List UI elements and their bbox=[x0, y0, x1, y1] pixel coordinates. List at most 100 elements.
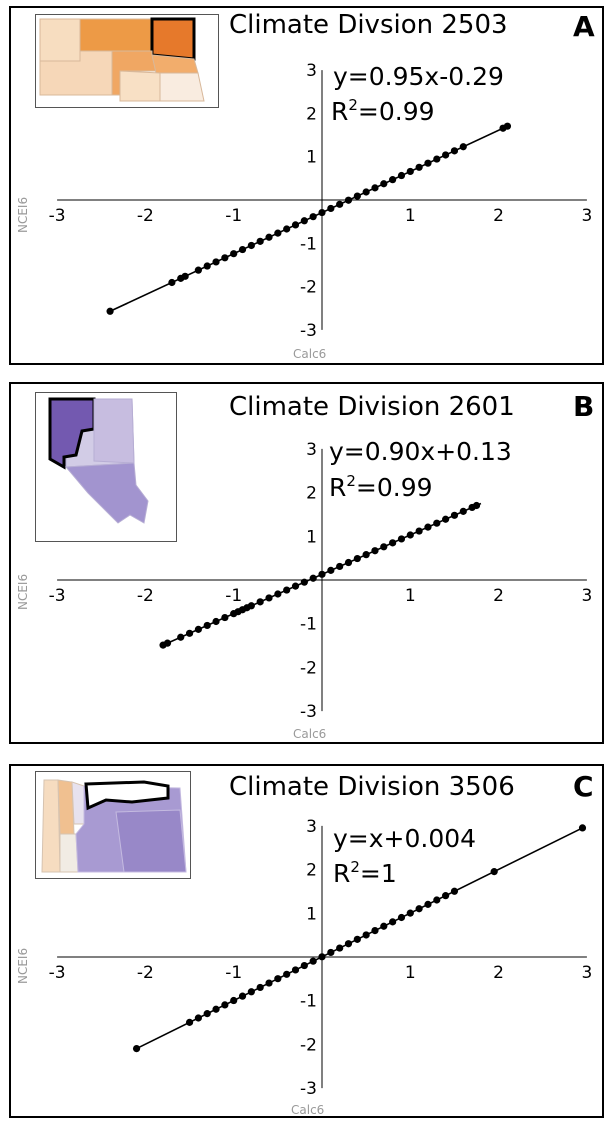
r-squared: R2=0.99 bbox=[331, 96, 435, 126]
y-tick-label: -3 bbox=[300, 321, 317, 341]
data-point bbox=[433, 155, 441, 163]
data-point bbox=[344, 196, 353, 204]
x-tick-label: -1 bbox=[225, 963, 242, 983]
data-point bbox=[433, 896, 441, 904]
r-squared-superscript: 2 bbox=[348, 96, 358, 114]
data-point bbox=[344, 940, 353, 948]
data-point bbox=[442, 515, 450, 523]
data-point bbox=[203, 1010, 211, 1018]
r-squared-superscript: 2 bbox=[350, 858, 360, 876]
x-tick-label: -3 bbox=[49, 963, 66, 983]
data-point bbox=[380, 543, 388, 551]
data-point bbox=[221, 254, 229, 262]
oregon-map-icon bbox=[41, 779, 187, 873]
data-point bbox=[194, 625, 202, 633]
y-tick-label: 3 bbox=[306, 61, 317, 81]
data-point bbox=[300, 961, 308, 970]
y-tick-label: -2 bbox=[300, 1035, 317, 1055]
x-tick-label: 1 bbox=[405, 206, 416, 226]
data-point bbox=[433, 519, 441, 527]
y-tick-label: -2 bbox=[300, 658, 317, 678]
data-point bbox=[459, 143, 467, 151]
data-point bbox=[353, 935, 361, 943]
data-point bbox=[415, 527, 423, 535]
regression-line bbox=[109, 125, 508, 313]
x-tick-label: 2 bbox=[493, 206, 504, 226]
data-point bbox=[230, 250, 238, 258]
data-point bbox=[221, 613, 229, 622]
data-point bbox=[212, 1005, 220, 1013]
x-tick-label: -2 bbox=[137, 963, 154, 983]
data-point bbox=[318, 953, 326, 961]
fit-equation: y=x+0.004 bbox=[333, 824, 477, 853]
data-point bbox=[406, 531, 414, 539]
data-point bbox=[168, 278, 176, 287]
x-axis-label: Calc6 bbox=[293, 727, 327, 741]
data-point bbox=[362, 551, 370, 559]
data-point bbox=[256, 598, 264, 606]
data-point bbox=[336, 200, 344, 208]
data-point bbox=[247, 988, 255, 996]
data-point bbox=[406, 167, 414, 176]
data-point bbox=[106, 307, 114, 315]
data-point bbox=[132, 1044, 141, 1053]
data-point bbox=[415, 163, 423, 171]
y-tick-label: 1 bbox=[306, 148, 317, 168]
scatter-plot: -3 -2 -1 1 2 3 3 2 1 -1 -2 -3 bbox=[49, 440, 593, 722]
data-point bbox=[256, 983, 264, 992]
inset-map-oregon bbox=[35, 771, 191, 879]
data-point bbox=[291, 966, 300, 974]
y-tick-label: 1 bbox=[306, 527, 317, 547]
data-point bbox=[318, 570, 326, 578]
chart-title: Climate Divsion 2503 bbox=[229, 10, 508, 40]
y-tick-label: 2 bbox=[306, 861, 317, 881]
data-point bbox=[283, 586, 291, 594]
r-squared-value: =1 bbox=[359, 859, 397, 888]
data-point bbox=[283, 970, 291, 978]
data-point bbox=[291, 582, 300, 590]
data-point bbox=[181, 272, 189, 280]
data-point bbox=[309, 957, 317, 965]
data-point bbox=[406, 909, 414, 917]
y-tick-label: 2 bbox=[306, 104, 317, 124]
data-point bbox=[353, 554, 361, 563]
data-point bbox=[397, 913, 406, 922]
data-point bbox=[309, 213, 317, 221]
data-point bbox=[397, 535, 406, 543]
data-point bbox=[300, 217, 308, 225]
chart-title: Climate Division 2601 bbox=[229, 392, 515, 422]
r-squared: R2=0.99 bbox=[329, 472, 433, 502]
chart-panel-c: Climate Division 3506 C y=x+0.004 R2=1 C… bbox=[9, 764, 604, 1118]
data-point bbox=[300, 578, 308, 586]
x-tick-label: 2 bbox=[493, 586, 504, 606]
data-point bbox=[389, 539, 397, 547]
x-tick-label: 2 bbox=[493, 963, 504, 983]
inset-map-nevada bbox=[35, 392, 177, 542]
scatter-plot: -3 -2 -1 1 2 3 3 2 1 -1 -2 -3 bbox=[49, 817, 593, 1099]
x-tick-label: 1 bbox=[405, 586, 416, 606]
r-squared-value: =0.99 bbox=[357, 97, 435, 126]
fit-equation: y=0.95x-0.29 bbox=[333, 62, 504, 91]
data-point bbox=[238, 245, 247, 254]
data-point bbox=[212, 617, 220, 626]
x-tick-label: 3 bbox=[581, 963, 592, 983]
data-point bbox=[380, 180, 388, 188]
y-tick-label: -3 bbox=[300, 702, 317, 722]
data-point bbox=[274, 975, 282, 983]
data-point bbox=[450, 511, 459, 519]
panel-label: C bbox=[573, 770, 594, 803]
data-point bbox=[353, 192, 361, 200]
data-point bbox=[283, 225, 291, 233]
x-axis-label: Calc6 bbox=[293, 347, 327, 361]
data-point bbox=[336, 944, 344, 952]
r-squared-prefix: R bbox=[333, 859, 351, 888]
data-point bbox=[442, 151, 450, 159]
data-point bbox=[336, 562, 344, 571]
x-tick-label: 3 bbox=[581, 206, 592, 226]
x-axis-label: Calc6 bbox=[291, 1103, 325, 1117]
data-point bbox=[327, 948, 335, 957]
data-point bbox=[362, 188, 370, 196]
data-point bbox=[424, 900, 432, 908]
y-tick-label: 1 bbox=[306, 904, 317, 924]
data-point bbox=[212, 258, 220, 266]
